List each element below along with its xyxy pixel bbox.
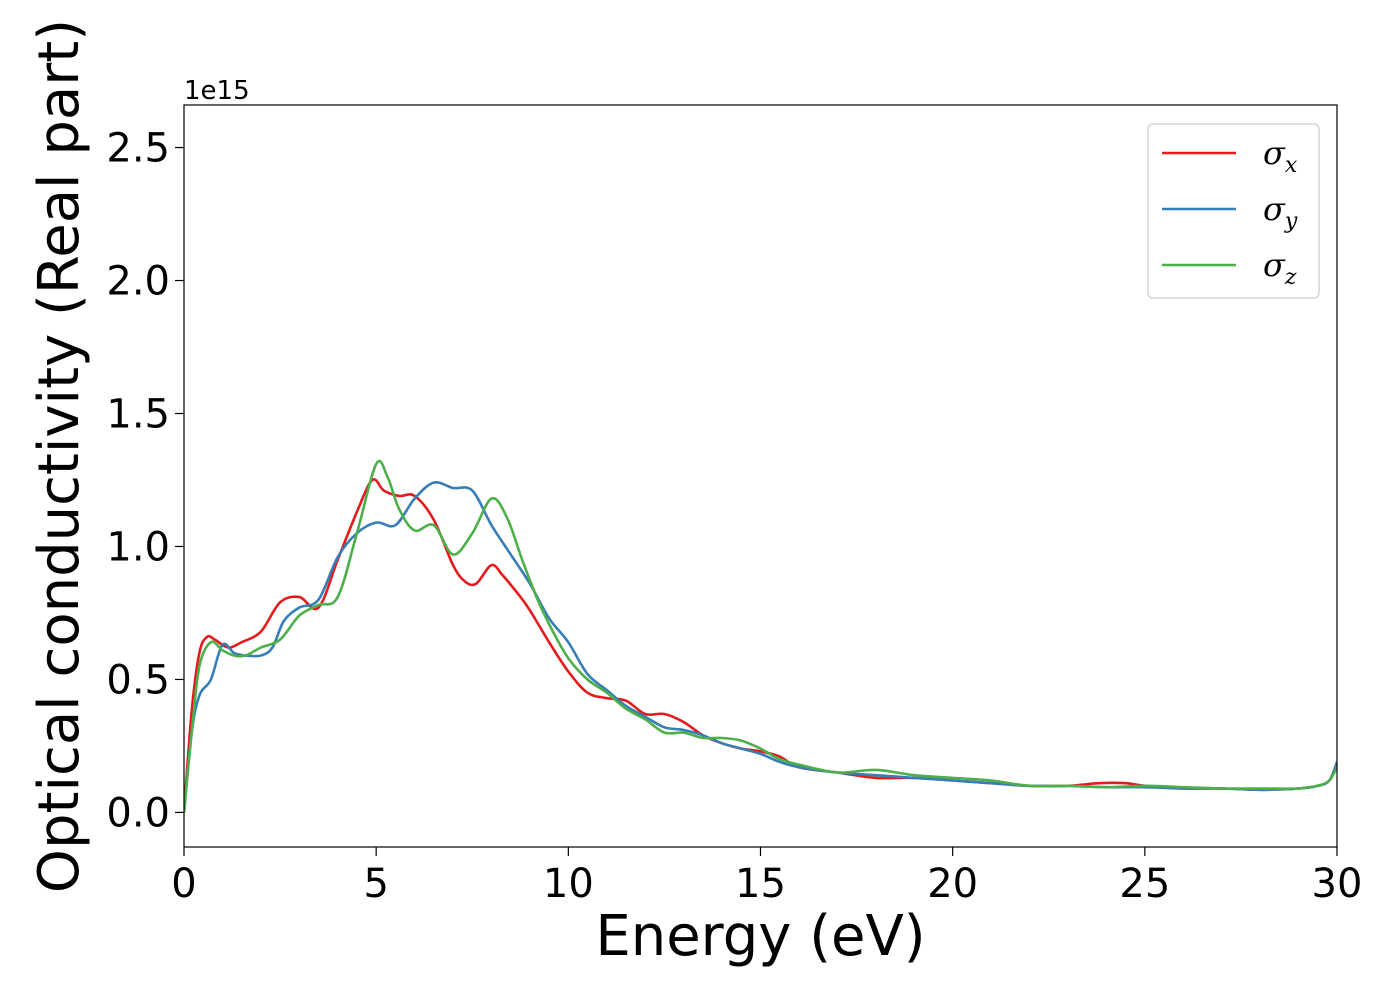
x-axis: 0 5 10 15 20 25 30 [171,847,1362,907]
y-offset-label: 1e15 [184,76,250,106]
x-tick-label: 15 [735,861,786,907]
legend-label: σx [1263,134,1298,178]
y-tick-label: 1.5 [106,392,170,438]
legend-label: σy [1263,190,1298,234]
y-tick-label: 0.0 [106,790,170,836]
x-tick-label: 25 [1119,861,1170,907]
y-tick-label: 0.5 [106,657,170,703]
y-tick-label: 1.0 [106,524,170,570]
x-tick-label: 5 [363,861,388,907]
legend-item-y: σy [1162,190,1298,234]
x-tick-label: 0 [171,861,196,907]
series-layer [184,459,1337,813]
x-tick-label: 20 [927,861,978,907]
y-tick-label: 2.0 [106,259,170,305]
x-tick-label: 10 [543,861,594,907]
series-line-x [184,478,1337,813]
legend-item-x: σx [1162,134,1298,178]
y-axis-title: Optical conductivity (Real part) [27,19,92,893]
x-axis-title: Energy (eV) [595,904,925,969]
series-line-z [184,459,1337,813]
legend-label: σz [1263,246,1297,290]
legend-box [1147,123,1320,299]
x-tick-label: 30 [1312,861,1363,907]
y-axis: 0.0 0.5 1.0 1.5 2.0 2.5 [106,126,184,836]
legend: σx σy σz [1147,123,1320,299]
y-tick-label: 2.5 [106,126,170,172]
legend-item-z: σz [1162,246,1297,290]
